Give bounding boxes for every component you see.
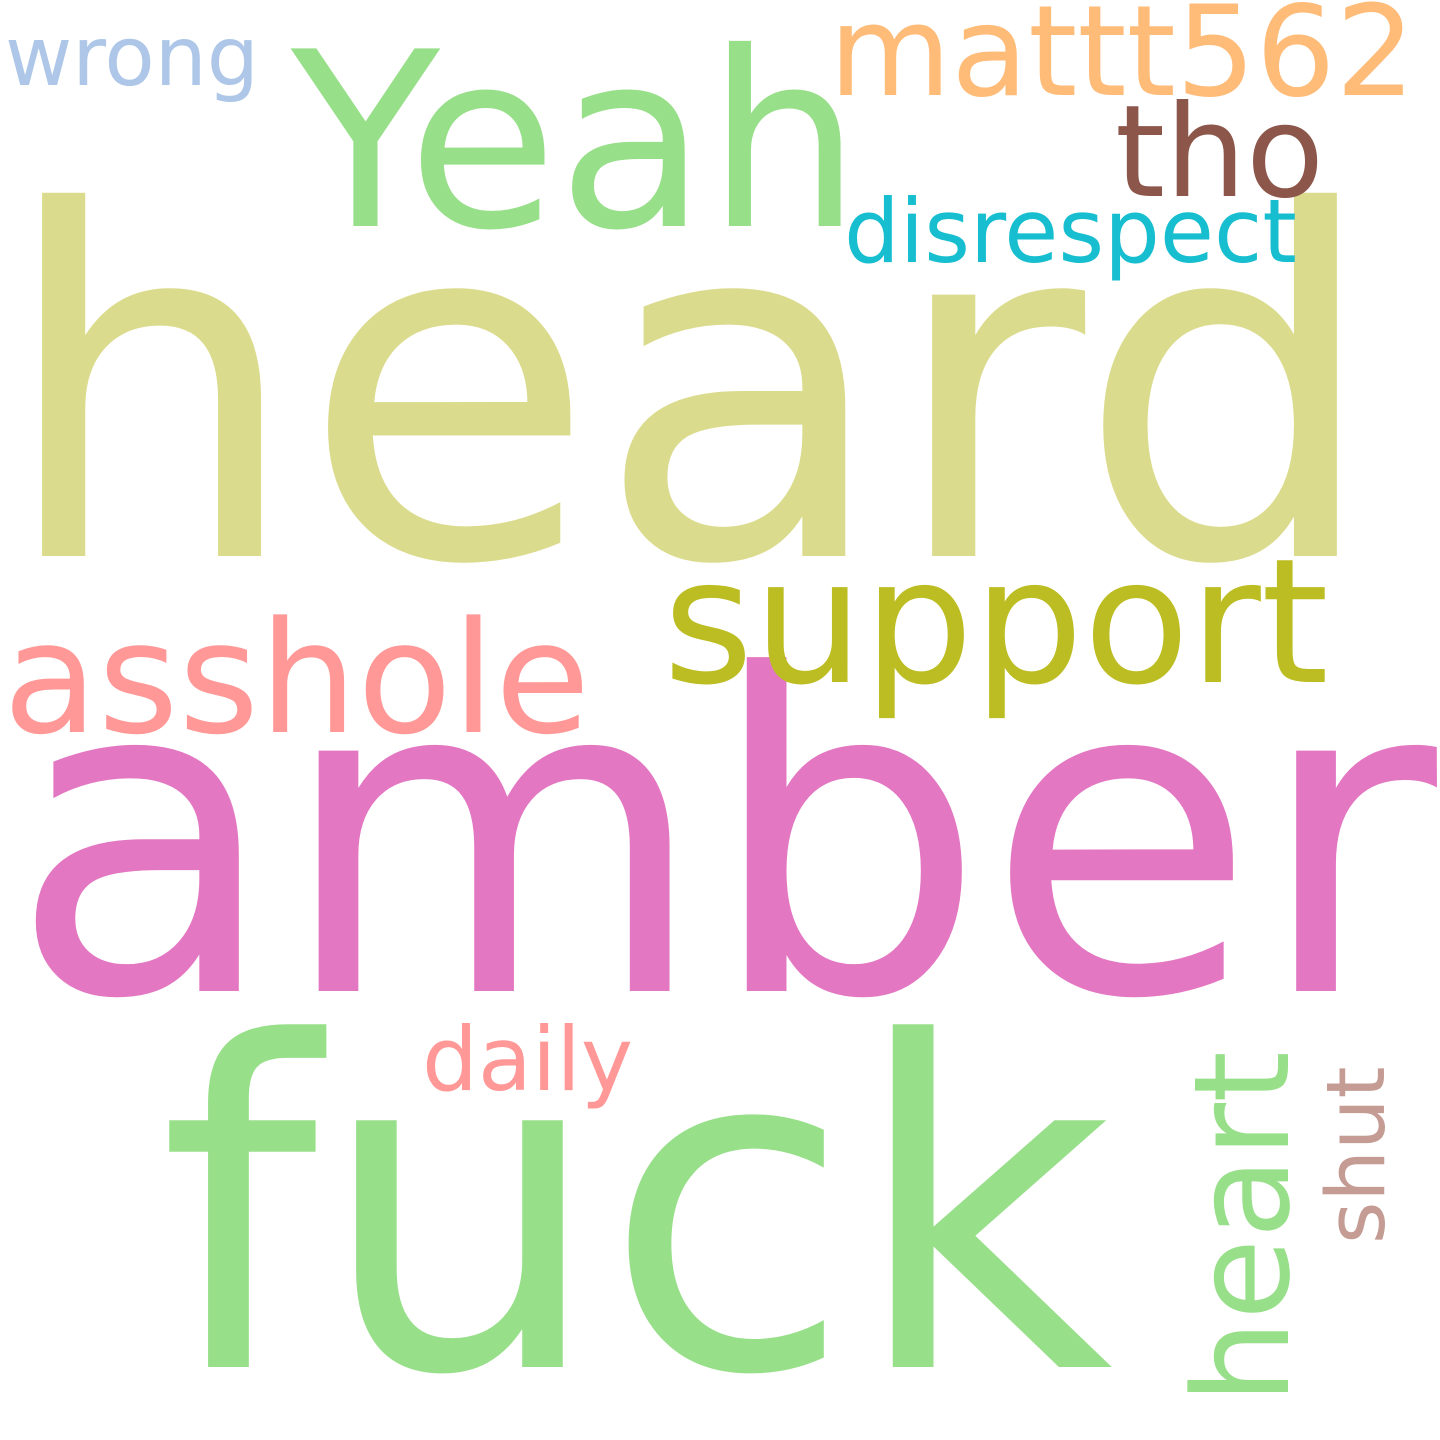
word-heart: heart bbox=[1166, 1051, 1320, 1404]
word-asshole: asshole bbox=[3, 588, 591, 769]
word-daily: daily bbox=[422, 1008, 634, 1111]
word-mattt562: mattt562 bbox=[829, 0, 1416, 125]
word-wrong: wrong bbox=[5, 10, 260, 105]
word-tho: tho bbox=[1115, 78, 1325, 227]
word-amber: amber bbox=[9, 582, 1437, 1095]
word-fuck: fuck bbox=[158, 949, 1114, 1440]
word-heard: heard bbox=[0, 112, 1381, 669]
word-shut: shut bbox=[1309, 1066, 1404, 1244]
word-disrespect: disrespect bbox=[844, 180, 1297, 283]
word-support: support bbox=[663, 521, 1329, 723]
word-yeah: Yeah bbox=[291, 1, 862, 284]
